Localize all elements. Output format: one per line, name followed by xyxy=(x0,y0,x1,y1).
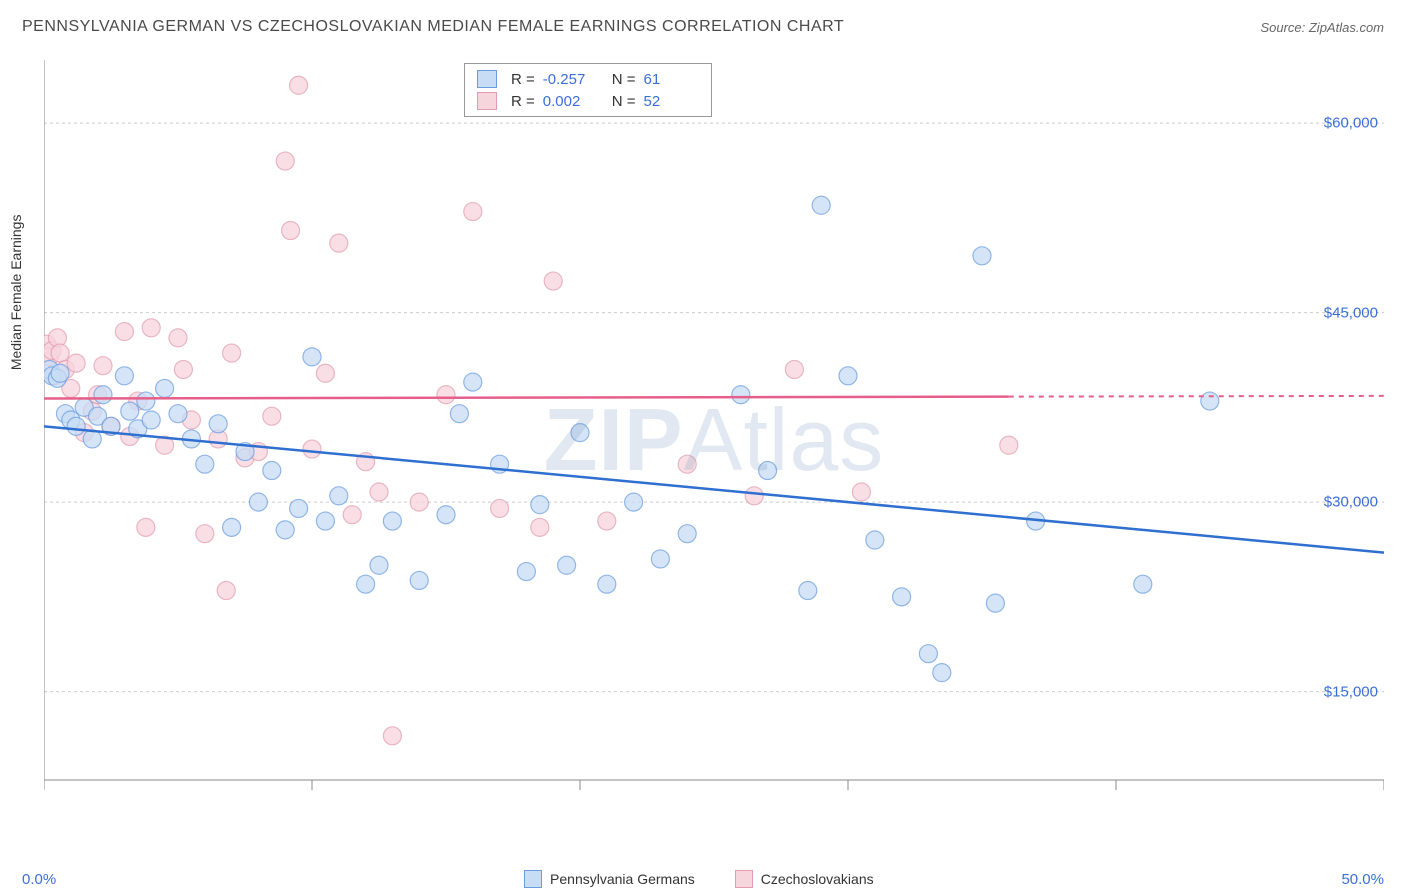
legend-swatch-2 xyxy=(735,870,753,888)
legend-item-1: Pennsylvania Germans xyxy=(524,870,695,888)
chart-title: PENNSYLVANIA GERMAN VS CZECHOSLOVAKIAN M… xyxy=(22,18,844,36)
chart-area: Median Female Earnings ZIPAtlas R = -0.2… xyxy=(44,60,1384,820)
legend-label-1: Pennsylvania Germans xyxy=(550,871,695,887)
r-value-1: -0.257 xyxy=(543,71,598,88)
legend-swatch-1 xyxy=(524,870,542,888)
legend-bottom: Pennsylvania Germans Czechoslovakians xyxy=(524,870,874,888)
swatch-series-1 xyxy=(477,70,497,88)
legend-label-2: Czechoslovakians xyxy=(761,871,874,887)
y-tick-label: $30,000 xyxy=(1324,494,1378,511)
swatch-series-2 xyxy=(477,92,497,110)
scatter-plot xyxy=(44,60,1384,820)
n-value-1: 61 xyxy=(644,71,699,88)
y-axis-label: Median Female Earnings xyxy=(8,215,24,371)
r-value-2: 0.002 xyxy=(543,93,598,110)
stats-row-series-1: R = -0.257 N = 61 xyxy=(477,68,699,90)
legend-item-2: Czechoslovakians xyxy=(735,870,874,888)
footer: 0.0% Pennsylvania Germans Czechoslovakia… xyxy=(0,870,1406,888)
source-attribution: Source: ZipAtlas.com xyxy=(1260,20,1384,35)
y-tick-label: $15,000 xyxy=(1324,683,1378,700)
y-tick-label: $45,000 xyxy=(1324,304,1378,321)
stats-row-series-2: R = 0.002 N = 52 xyxy=(477,90,699,112)
stats-legend-box: R = -0.257 N = 61 R = 0.002 N = 52 xyxy=(464,63,712,117)
x-axis-max-label: 50.0% xyxy=(1341,871,1384,888)
x-axis-min-label: 0.0% xyxy=(22,871,56,888)
y-tick-label: $60,000 xyxy=(1324,115,1378,132)
n-value-2: 52 xyxy=(644,93,699,110)
header: PENNSYLVANIA GERMAN VS CZECHOSLOVAKIAN M… xyxy=(0,0,1406,46)
